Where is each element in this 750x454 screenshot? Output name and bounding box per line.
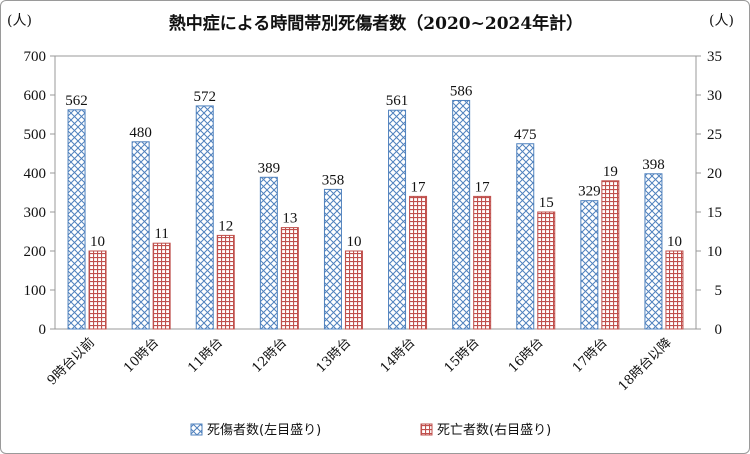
left-axis-ticks: 0 100 200 300 400 500 600 700: [24, 49, 55, 338]
data-label-deaths: 10: [90, 234, 105, 250]
left-tick-label: 500: [24, 127, 47, 143]
data-label-casualties: 475: [514, 127, 537, 143]
category-label: 18時台以降: [616, 335, 675, 394]
left-tick-label: 300: [24, 205, 47, 221]
right-tick-label: 25: [707, 127, 722, 143]
right-tick-label: 35: [707, 49, 722, 65]
bar-deaths: [601, 180, 620, 330]
right-tick-label: 30: [707, 88, 722, 104]
bar-casualties: [195, 105, 214, 330]
bar-deaths: [152, 242, 171, 330]
data-label-deaths: 15: [539, 195, 554, 211]
data-label-casualties: 358: [322, 172, 345, 188]
bars-group: [67, 99, 684, 330]
bar-casualties: [580, 200, 599, 330]
category-label: 10時台: [121, 335, 162, 376]
legend-label-casualties: 死傷者数(左目盛り): [207, 423, 321, 438]
bar-casualties: [516, 143, 535, 330]
left-tick-label: 700: [24, 49, 47, 65]
left-tick-label: 600: [24, 88, 47, 104]
bar-casualties: [452, 99, 471, 330]
data-label-deaths: 17: [411, 179, 427, 195]
left-tick-label: 400: [24, 166, 47, 182]
right-tick-label: 20: [707, 166, 722, 182]
legend-label-deaths: 死亡者数(右目盛り): [437, 423, 551, 438]
right-tick-label: 10: [707, 244, 722, 260]
data-label-casualties: 572: [194, 89, 217, 105]
data-label-casualties: 586: [450, 83, 473, 99]
data-labels-group: 562 480 572 389 358 561 586 475 329 398 10 11 12 13 10…: [65, 83, 682, 250]
category-label: 12時台: [249, 335, 290, 376]
bar-deaths: [537, 211, 556, 330]
category-label: 9時台以前: [44, 335, 98, 389]
data-label-deaths: 13: [282, 211, 297, 227]
right-tick-label: 0: [715, 322, 723, 338]
data-label-deaths: 12: [218, 218, 233, 234]
right-axis-ticks: 0 5 10 15 20 25 30 35: [696, 49, 722, 338]
data-label-casualties: 389: [258, 160, 281, 176]
legend-swatch-deaths: [420, 423, 433, 436]
data-label-deaths: 10: [346, 234, 361, 250]
data-label-casualties: 398: [642, 157, 665, 173]
bar-casualties: [388, 109, 407, 330]
category-label: 13時台: [314, 335, 355, 376]
category-label: 14時台: [378, 335, 419, 376]
bar-deaths: [344, 250, 363, 330]
bar-deaths: [88, 250, 107, 330]
data-label-deaths: 19: [603, 164, 618, 180]
legend: 死傷者数(左目盛り) 死亡者数(右目盛り): [190, 423, 551, 438]
right-tick-label: 15: [707, 205, 722, 221]
left-tick-label: 100: [24, 283, 47, 299]
data-label-deaths: 10: [667, 234, 682, 250]
left-tick-label: 200: [24, 244, 47, 260]
category-label: 11時台: [185, 335, 226, 376]
bar-deaths: [409, 195, 428, 330]
data-label-casualties: 562: [65, 93, 88, 109]
bar-casualties: [259, 176, 278, 330]
bar-deaths: [280, 227, 299, 330]
right-tick-label: 5: [715, 283, 723, 299]
bar-casualties: [67, 109, 86, 330]
legend-swatch-casualties: [190, 423, 203, 436]
category-labels-group: 9時台以前 10時台 11時台 12時台 13時台 14時台 15時台 16時台 17時台 18時…: [44, 335, 675, 395]
category-label: 16時台: [506, 335, 547, 376]
data-label-deaths: 17: [475, 179, 491, 195]
bar-casualties: [131, 141, 150, 330]
left-tick-label: 0: [39, 322, 47, 338]
data-label-casualties: 480: [129, 125, 152, 141]
category-label: 15時台: [442, 335, 483, 376]
bar-deaths: [473, 195, 492, 330]
data-label-deaths: 11: [154, 226, 168, 242]
chart-title: 熱中症による時間帯別死傷者数（2020~2024年計）: [169, 13, 583, 34]
right-axis-unit: (人): [709, 13, 734, 29]
bar-casualties: [644, 173, 663, 330]
bar-casualties: [323, 188, 342, 330]
bar-deaths: [216, 234, 235, 330]
left-axis-unit: (人): [7, 13, 32, 29]
bar-deaths: [665, 250, 684, 330]
data-label-casualties: 329: [578, 184, 601, 200]
data-label-casualties: 561: [386, 93, 409, 109]
category-label: 17時台: [570, 335, 611, 376]
